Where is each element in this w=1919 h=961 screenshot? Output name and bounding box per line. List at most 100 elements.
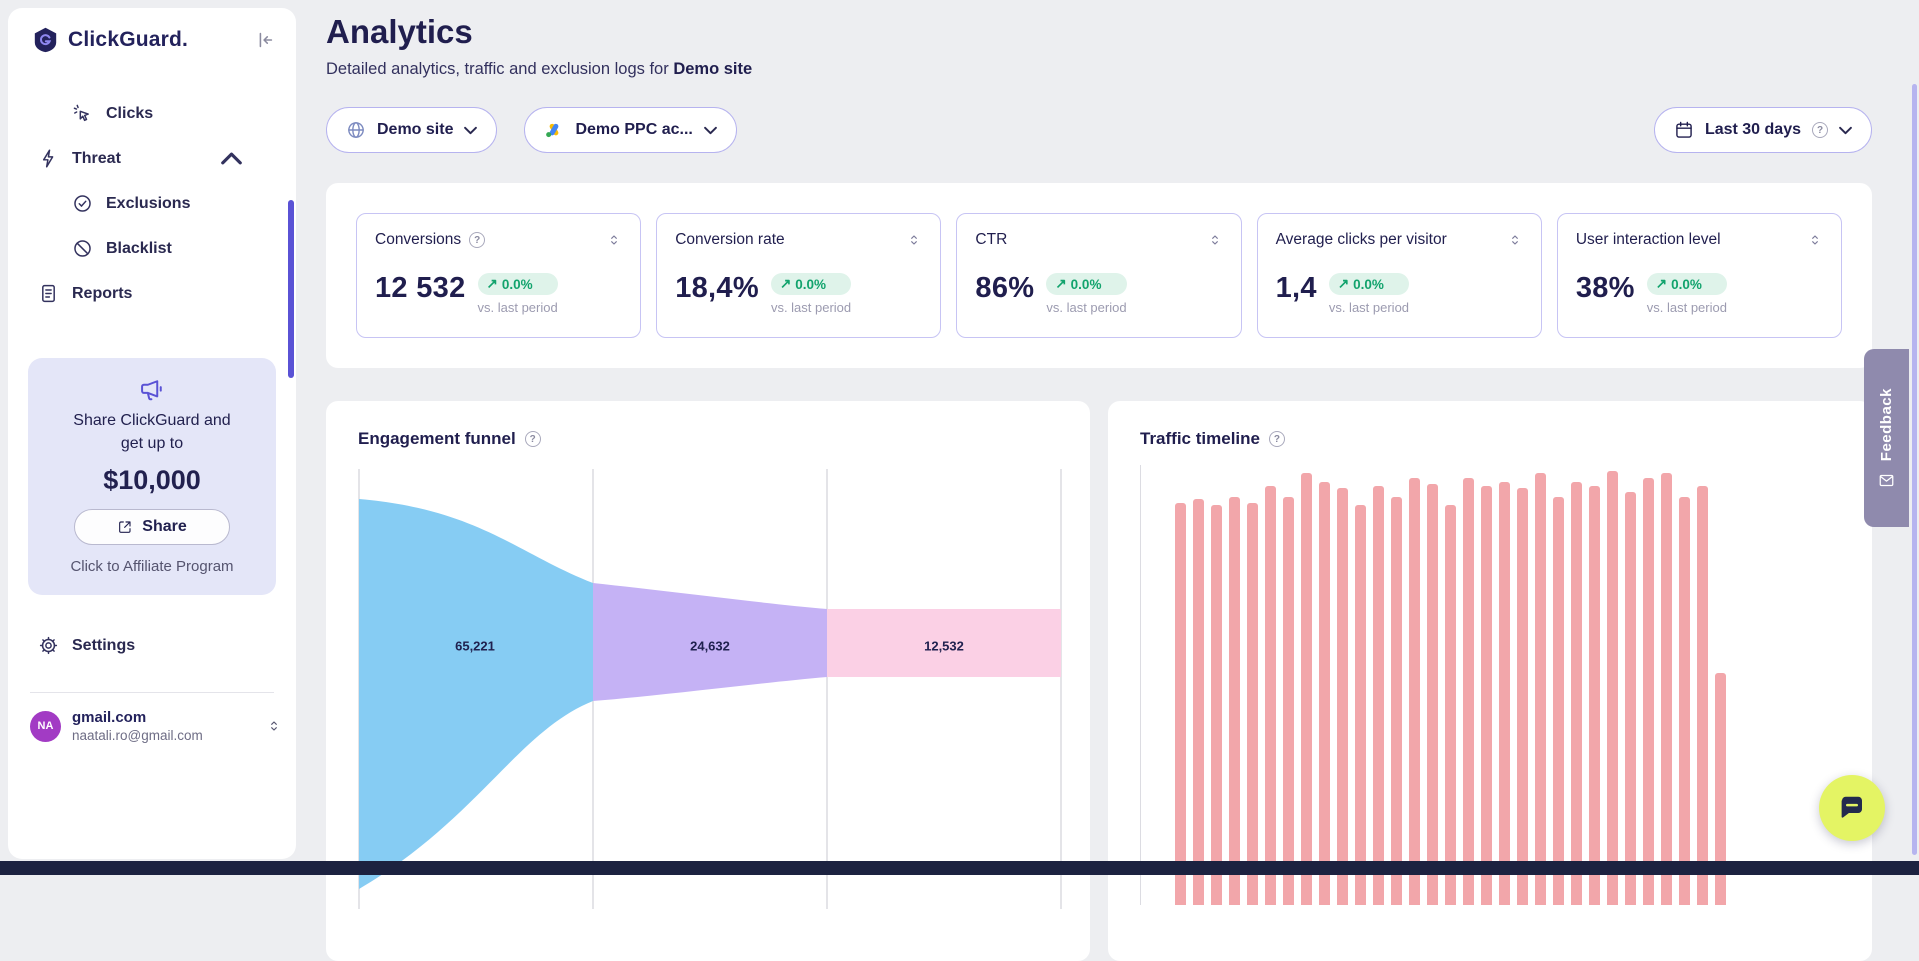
traffic-bar bbox=[1697, 486, 1708, 905]
sort-icon[interactable] bbox=[606, 232, 622, 248]
help-icon[interactable]: ? bbox=[1812, 122, 1828, 138]
traffic-bar bbox=[1373, 486, 1384, 905]
stat-value: 18,4% bbox=[675, 272, 759, 304]
help-icon[interactable]: ? bbox=[524, 431, 541, 447]
traffic-timeline-panel: Traffic timeline ? bbox=[1108, 401, 1872, 961]
share-button[interactable]: Share bbox=[74, 509, 230, 546]
delta-badge: ↗ 0.0% bbox=[1328, 273, 1410, 295]
trend-up-icon: ↗ bbox=[1655, 276, 1668, 291]
stats-panel: Conversions ? 12 532 ↗ 0.0% vs. last peri… bbox=[326, 183, 1872, 368]
traffic-bar bbox=[1211, 504, 1222, 905]
megaphone-icon bbox=[141, 380, 162, 401]
traffic-bar bbox=[1481, 486, 1492, 905]
sort-icon[interactable] bbox=[1807, 232, 1823, 248]
logo-row: ClickGuard. bbox=[8, 26, 296, 53]
traffic-bar bbox=[1409, 477, 1420, 905]
cursor-click-icon bbox=[73, 104, 89, 122]
date-range-selector[interactable]: Last 30 days ? bbox=[1653, 107, 1872, 153]
funnel-stage-2-label: 24,632 bbox=[690, 638, 730, 653]
traffic-bar bbox=[1229, 496, 1240, 905]
trend-up-icon: ↗ bbox=[1055, 276, 1067, 291]
stat-value: 86% bbox=[975, 272, 1035, 304]
avatar: NA bbox=[30, 710, 61, 742]
sort-icon[interactable] bbox=[1207, 232, 1223, 248]
sort-icon[interactable] bbox=[906, 232, 922, 248]
page-subtitle: Detailed analytics, traffic and exclusio… bbox=[326, 60, 753, 78]
gear-icon bbox=[39, 637, 58, 655]
nav-scrollbar[interactable] bbox=[288, 200, 294, 378]
help-icon[interactable]: ? bbox=[469, 232, 486, 248]
traffic-bar bbox=[1535, 473, 1546, 905]
main-content: Analytics Detailed analytics, traffic an… bbox=[326, 0, 1919, 961]
panel-title: Engagement funnel bbox=[358, 429, 516, 448]
share-button-label: Share bbox=[142, 518, 187, 536]
subtitle-site-name: Demo site bbox=[673, 60, 753, 78]
traffic-bar bbox=[1391, 496, 1402, 905]
sidebar-item-reports[interactable]: Reports bbox=[22, 271, 282, 316]
page-scrollbar[interactable] bbox=[1912, 84, 1917, 855]
stat-card-conversions: Conversions ? 12 532 ↗ 0.0% vs. last peri… bbox=[356, 213, 642, 338]
delta-badge: ↗ 0.0% bbox=[477, 273, 558, 295]
affiliate-program-link[interactable]: Click to Affiliate Program bbox=[70, 558, 234, 576]
sidebar-item-settings[interactable]: Settings bbox=[22, 623, 282, 668]
user-name: gmail.com bbox=[72, 709, 147, 727]
chat-launcher-button[interactable] bbox=[1819, 775, 1885, 841]
traffic-bar bbox=[1247, 502, 1258, 905]
sidebar-item-clicks[interactable]: Clicks bbox=[22, 91, 282, 136]
stat-caption: vs. last period bbox=[1328, 300, 1410, 315]
unfold-icon[interactable] bbox=[266, 718, 282, 734]
external-link-icon bbox=[119, 521, 131, 534]
chevron-up-icon[interactable] bbox=[221, 148, 242, 169]
chevron-down-icon bbox=[703, 126, 717, 134]
settings-row: Settings bbox=[8, 623, 296, 668]
feedback-tab[interactable]: Feedback bbox=[1864, 349, 1909, 527]
stat-card-interaction-level: User interaction level 38% ↗ 0.0% vs. las… bbox=[1556, 213, 1843, 338]
sort-icon[interactable] bbox=[1507, 232, 1523, 248]
chevron-down-icon bbox=[1839, 126, 1852, 134]
traffic-bar bbox=[1337, 488, 1348, 905]
delta-badge: ↗ 0.0% bbox=[770, 273, 852, 295]
google-ads-icon bbox=[546, 123, 559, 138]
traffic-bars bbox=[1140, 465, 1840, 905]
user-account-row[interactable]: NA gmail.com naatali.ro@gmail.com bbox=[8, 709, 296, 743]
stat-caption: vs. last period bbox=[477, 300, 558, 315]
sidebar-item-threat[interactable]: Threat bbox=[22, 136, 282, 181]
feedback-mail-icon bbox=[1879, 474, 1894, 487]
stat-caption: vs. last period bbox=[770, 300, 852, 315]
traffic-bar bbox=[1445, 504, 1456, 905]
funnel-stage-1-label: 65,221 bbox=[455, 638, 495, 653]
stat-label: Average clicks per visitor bbox=[1275, 231, 1447, 248]
traffic-bar bbox=[1283, 496, 1294, 905]
trend-up-icon: ↗ bbox=[486, 276, 498, 291]
help-icon[interactable]: ? bbox=[1268, 431, 1285, 447]
horizontal-scrollbar[interactable] bbox=[0, 861, 1919, 875]
user-email: naatali.ro@gmail.com bbox=[72, 728, 203, 744]
stat-value: 1,4 bbox=[1275, 272, 1317, 304]
sidebar-item-label: Clicks bbox=[106, 104, 154, 122]
filter-bar: Demo site Demo PPC ac... Last 30 days ? bbox=[326, 107, 1872, 153]
sidebar-item-blacklist[interactable]: Blacklist bbox=[22, 226, 282, 271]
site-selector[interactable]: Demo site bbox=[326, 107, 498, 153]
affiliate-promo-card: Share ClickGuard and get up to $10,000 S… bbox=[28, 358, 276, 596]
stat-label: Conversion rate bbox=[675, 231, 785, 248]
ppc-account-selector[interactable]: Demo PPC ac... bbox=[524, 107, 737, 153]
engagement-funnel-chart: 65,221 24,632 12,532 bbox=[358, 469, 1062, 909]
traffic-bar bbox=[1499, 481, 1510, 905]
sidebar: ClickGuard. Clicks Threat Exclus bbox=[8, 8, 296, 859]
traffic-bar bbox=[1571, 481, 1582, 905]
collapse-sidebar-icon[interactable] bbox=[254, 29, 276, 51]
traffic-bar bbox=[1553, 496, 1564, 905]
charts-row: Engagement funnel ? 65,221 24,632 12,532… bbox=[326, 401, 1872, 961]
stat-label: User interaction level bbox=[1575, 231, 1721, 248]
traffic-bar bbox=[1175, 502, 1186, 905]
sidebar-item-label: Settings bbox=[72, 636, 136, 654]
funnel-stage-2 bbox=[593, 583, 827, 701]
sidebar-item-label: Reports bbox=[72, 284, 133, 302]
sidebar-item-exclusions[interactable]: Exclusions bbox=[22, 181, 282, 226]
traffic-bar bbox=[1625, 492, 1636, 905]
funnel-stage-1 bbox=[359, 499, 593, 889]
delta-badge: ↗ 0.0% bbox=[1046, 273, 1127, 295]
stat-value: 12 532 bbox=[375, 272, 466, 304]
traffic-bar bbox=[1265, 486, 1276, 905]
trend-up-icon: ↗ bbox=[779, 276, 792, 291]
